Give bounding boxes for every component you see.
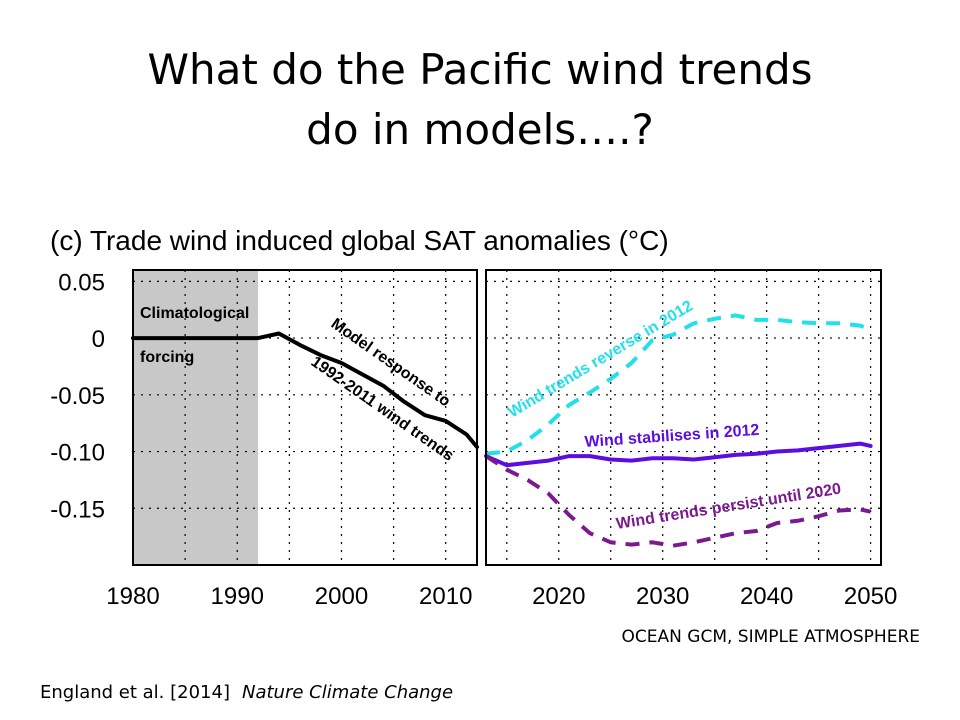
citation-line: England et al. [2014] Nature Climate Chan… <box>40 682 453 703</box>
y-tick-label: 0 <box>92 326 105 353</box>
slide-title: What do the Pacific wind trends do in mo… <box>0 40 960 160</box>
citation-journal: Nature Climate Change <box>241 682 454 703</box>
series-layer <box>131 313 873 548</box>
x-tick-label: 2020 <box>532 583 585 610</box>
series-line-wind-trends-reverse-in-2012 <box>485 313 872 456</box>
model-note: OCEAN GCM, SIMPLE ATMOSPHERE <box>621 627 920 647</box>
x-tick-label: 1980 <box>106 583 159 610</box>
annotation-wind-trends-persist-until-2020: Wind trends persist until 2020 <box>615 481 842 533</box>
series-line-model-response-to-1992-2011-wind-trends <box>131 331 479 449</box>
annotation-wind-trends-reverse-in-2012: Wind trends reverse in 2012 <box>505 297 696 421</box>
slide-title-line-2: do in models….? <box>306 105 654 154</box>
slide-title-line-1: What do the Pacific wind trends <box>147 45 813 94</box>
annotation-wind-stabilises-in-2012: Wind stabilises in 2012 <box>584 422 760 451</box>
x-tick-label: 2040 <box>740 583 793 610</box>
annotation-model-response-to: Model response to <box>328 315 454 410</box>
y-tick-label: 0.05 <box>58 269 105 296</box>
x-tick-label: 2010 <box>419 583 472 610</box>
series-line-wind-stabilises-in-2012 <box>484 441 873 468</box>
y-tick-label: -0.10 <box>50 440 105 467</box>
chart-title: (c) Trade wind induced global SAT anomal… <box>50 225 669 256</box>
annotation-forcing: forcing <box>140 349 194 366</box>
x-tick-label: 2050 <box>844 583 897 610</box>
citation-authors: England et al. [2014] <box>40 682 230 703</box>
x-tick-label: 2000 <box>315 583 368 610</box>
panel-frame-right <box>485 269 882 566</box>
x-tick-label: 1990 <box>211 583 264 610</box>
y-tick-label: -0.05 <box>50 383 105 410</box>
tick-labels-layer: 0.05 0 -0.05 -0.10 -0.15 1980 1990 2000 2010 2020… <box>50 269 897 610</box>
annotation-climatological: Climatological <box>140 305 249 322</box>
y-tick-label: -0.15 <box>50 496 105 523</box>
series-line-wind-trends-persist-until-2020 <box>484 454 872 548</box>
grid-layer <box>133 270 881 565</box>
x-tick-label: 2030 <box>636 583 689 610</box>
panel-frames-layer <box>132 269 882 566</box>
annotation-1992-2011-wind-trends: 1992-2011 wind trends <box>308 353 457 464</box>
panel-frame-left <box>132 269 478 566</box>
